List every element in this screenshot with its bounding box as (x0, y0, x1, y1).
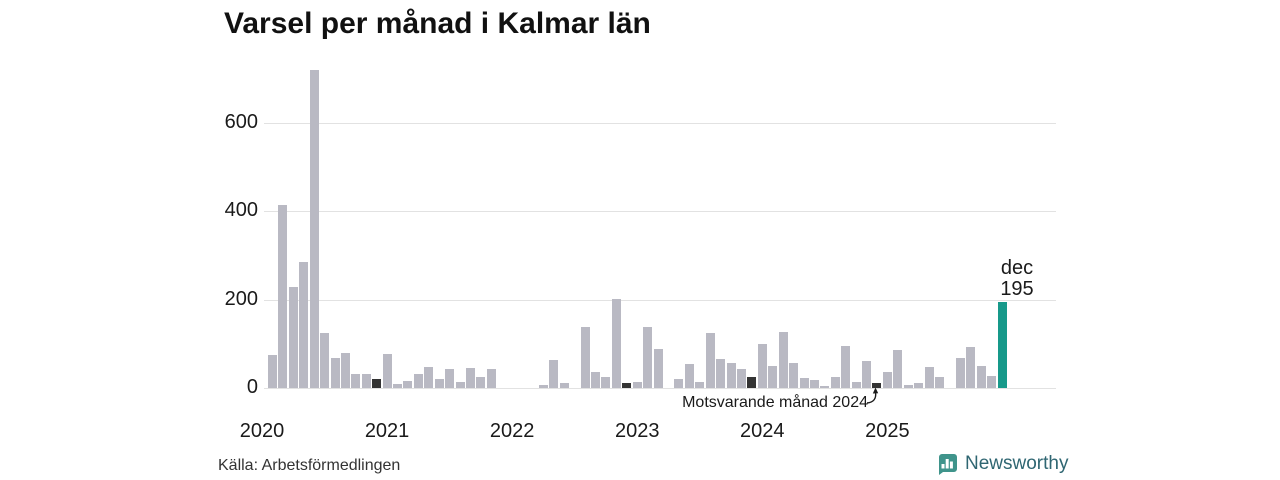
bar-2020-11 (361, 374, 371, 388)
bar-2022-08 (580, 327, 590, 388)
bar-2021-06 (434, 379, 444, 388)
bar-2022-12 (622, 383, 632, 388)
bar-2024-07 (820, 386, 830, 388)
bar-2021-04 (413, 374, 423, 388)
bar-2025-02 (893, 350, 903, 388)
bar-2020-08 (330, 358, 340, 388)
bar-2020-07 (320, 333, 329, 388)
bar-2020-02 (267, 355, 277, 388)
gridline-y600 (264, 122, 1056, 124)
bar-2023-02 (643, 327, 653, 388)
bar-2023-11 (736, 369, 746, 388)
bar-2025-11 (987, 376, 997, 388)
newsworthy-logo-text: Newsworthy (965, 453, 1069, 474)
bar-2021-08 (455, 382, 465, 388)
bar-2021-07 (445, 369, 455, 388)
y-axis-tick-label: 200 (224, 287, 258, 310)
bar-2020-04 (288, 287, 298, 388)
bar-2020-06 (309, 70, 319, 388)
bar-2024-09 (841, 346, 851, 388)
bar-2025-08 (955, 358, 965, 388)
last-point-value: 195 (1000, 278, 1034, 300)
bar-2021-01 (382, 354, 392, 388)
bar-2024-05 (799, 378, 809, 388)
newsworthy-bar-chart-bubble-icon (939, 454, 957, 475)
y-axis-tick-label: 400 (224, 199, 258, 222)
bar-2022-06 (559, 383, 569, 388)
x-axis-year-label-2025: 2025 (865, 420, 910, 442)
x-axis-year-label-2021: 2021 (364, 420, 410, 442)
bar-2022-09 (591, 372, 600, 388)
bar-2020-09 (340, 353, 350, 388)
gridline-y200 (264, 299, 1056, 301)
x-axis-year-label-2020: 2020 (239, 420, 285, 442)
gridline-y400 (264, 211, 1056, 213)
bar-2023-08 (705, 333, 715, 388)
bar-2022-05 (549, 360, 559, 388)
bar-2025-05 (924, 367, 934, 388)
bar-2024-03 (778, 332, 788, 388)
bar-2023-12 (747, 377, 757, 388)
bar-2021-10 (476, 377, 486, 388)
bar-2025-10 (976, 366, 986, 388)
bar-2024-12 (872, 383, 882, 388)
bar-2023-07 (695, 382, 705, 388)
bar-2024-06 (809, 380, 819, 388)
gridline-y0 (264, 388, 1056, 389)
bar-2024-10 (851, 382, 861, 388)
y-axis-tick-label: 600 (224, 110, 258, 133)
bar-2024-08 (830, 377, 840, 388)
last-point-month: dec (1000, 257, 1034, 279)
bar-2020-12 (372, 379, 382, 388)
bar-2023-03 (653, 349, 663, 388)
bar-2025-03 (903, 385, 913, 388)
bar-2023-01 (632, 382, 642, 388)
bar-2024-04 (789, 363, 798, 388)
bar-2025-06 (935, 377, 944, 388)
bar-2022-11 (611, 299, 621, 388)
comparison-annotation: Motsvarande månad 2024 (682, 394, 868, 411)
chart-title: Varsel per månad i Kalmar län (224, 7, 651, 40)
bar-2023-06 (684, 364, 694, 388)
last-point-label: dec 195 (991, 258, 1043, 300)
bar-2025-01 (882, 372, 892, 388)
bar-2021-03 (403, 381, 413, 388)
bar-2025-04 (914, 383, 924, 388)
bar-2022-10 (601, 377, 611, 388)
newsworthy-logo[interactable]: Newsworthy (936, 453, 1068, 475)
bar-2024-11 (862, 361, 871, 388)
bar-2023-09 (716, 359, 726, 388)
bar-2020-05 (299, 262, 309, 388)
bar-2025-12 (997, 302, 1007, 388)
bar-2024-02 (768, 366, 778, 388)
bar-2024-01 (757, 344, 767, 388)
bar-2021-09 (465, 368, 475, 388)
source-caption: Källa: Arbetsförmedlingen (218, 457, 401, 474)
x-axis-year-label-2023: 2023 (614, 420, 660, 442)
y-axis-tick-label: 0 (246, 376, 258, 398)
bar-2022-04 (538, 385, 548, 388)
annotation-arrow-icon (866, 387, 879, 404)
x-axis-year-label-2024: 2024 (740, 420, 785, 442)
bar-2020-10 (351, 374, 361, 388)
bar-2025-09 (966, 347, 976, 388)
bar-2021-05 (424, 367, 434, 388)
bar-2021-11 (486, 369, 496, 388)
bar-2023-10 (726, 363, 736, 388)
bar-2023-05 (674, 379, 684, 388)
x-axis-year-label-2022: 2022 (489, 420, 535, 442)
bar-2021-02 (393, 384, 402, 388)
bar-2020-03 (278, 205, 288, 388)
